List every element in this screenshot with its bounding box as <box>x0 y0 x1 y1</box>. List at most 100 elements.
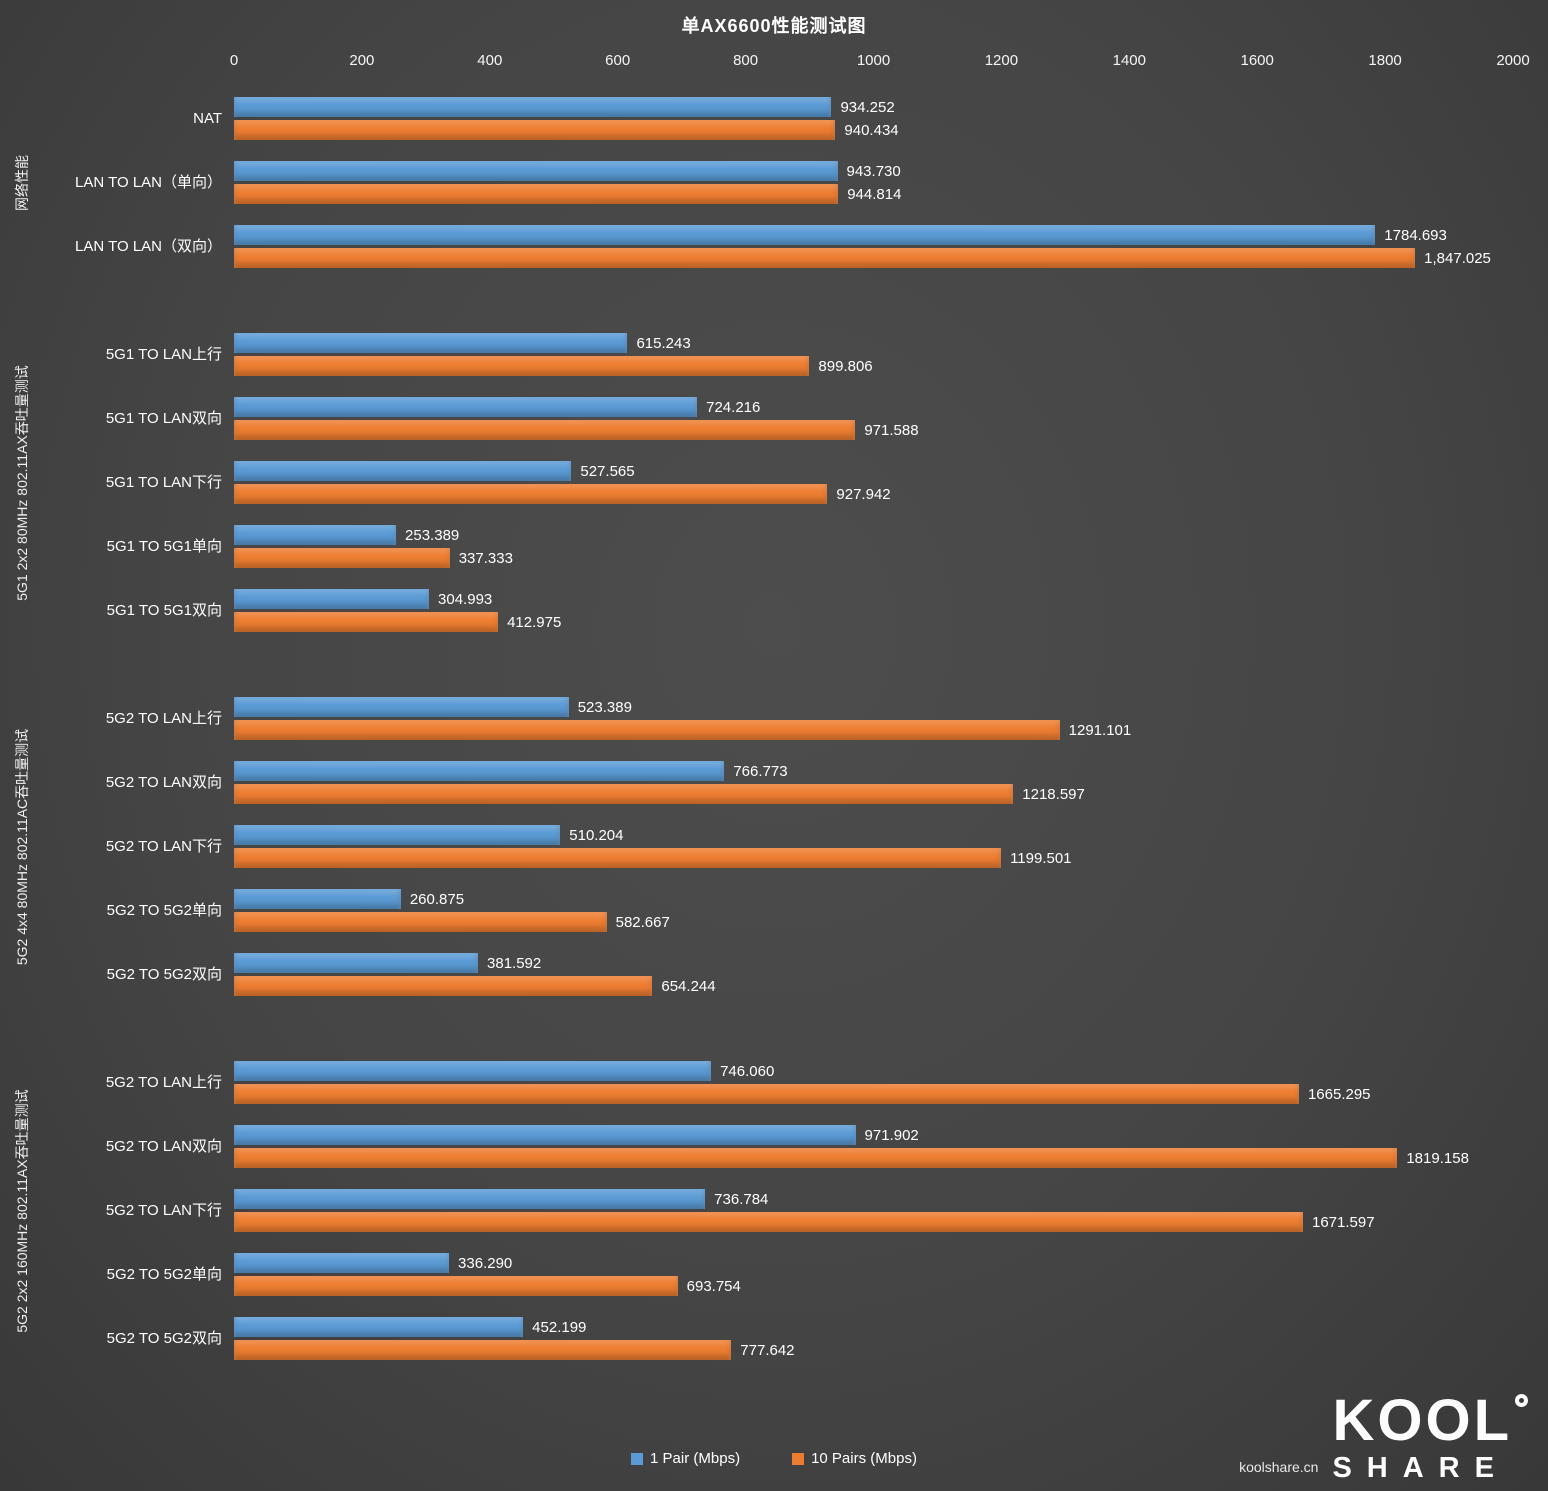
category-label: LAN TO LAN（单向） <box>75 174 222 191</box>
pairs10-bar <box>234 1084 1299 1104</box>
value-label: 899.806 <box>818 357 873 375</box>
value-label: 777.642 <box>740 1341 795 1359</box>
bar-line: 943.730 <box>234 161 1513 181</box>
bar-line: 693.754 <box>234 1276 1513 1296</box>
x-tick-label: 1000 <box>856 52 891 69</box>
bar-pair: 336.290 693.754 <box>234 1253 1513 1296</box>
category-label: 5G2 TO 5G2双向 <box>106 966 222 983</box>
value-label: 582.667 <box>615 913 670 931</box>
bar-line: 1218.597 <box>234 784 1513 804</box>
x-tick-label: 1400 <box>1112 52 1146 69</box>
pair1-bar <box>234 1061 712 1081</box>
value-label: 336.290 <box>458 1254 513 1272</box>
category-label: 5G2 TO 5G2双向 <box>106 1330 222 1347</box>
bar-pair: 381.592 654.244 <box>234 953 1513 996</box>
x-axis: 0 200 400 600 800 1000 1200 1400 1600 1800 2000 <box>230 52 1530 70</box>
bar-line: 381.592 <box>234 953 1513 973</box>
legend-item: 10 Pairs (Mbps) <box>792 1450 917 1467</box>
bar-line: 336.290 <box>234 1253 1513 1273</box>
bar-line: 1819.158 <box>234 1148 1513 1168</box>
value-label: 1291.101 <box>1068 721 1132 739</box>
value-label: 1218.597 <box>1022 785 1085 803</box>
bar-pair: 943.730 944.814 <box>234 161 1513 204</box>
bar-line: 746.060 <box>234 1061 1513 1081</box>
chart-row: 5G2 TO 5G2单向 336.290 693.754 <box>0 1253 1548 1296</box>
bar-line: 1671.597 <box>234 1212 1513 1232</box>
bar-line: 654.244 <box>234 976 1513 996</box>
value-label: 746.060 <box>720 1062 775 1080</box>
pairs10-bar <box>234 248 1416 268</box>
pairs10-bar <box>234 548 450 568</box>
value-label: 1199.501 <box>1010 849 1072 867</box>
bar-pair: 724.216 971.588 <box>234 397 1513 440</box>
value-label: 253.389 <box>405 526 460 544</box>
pair1-bar <box>234 397 698 417</box>
value-label: 260.875 <box>409 890 465 908</box>
pair1-bar <box>234 161 838 181</box>
chart-group: 网络性能 NAT 934.252 940.434 LAN TO LAN（单向） 943.7… <box>0 97 1548 268</box>
group-axis-label: 5G2 4x4 80MHz 802.11AC吞吐量测试 <box>14 728 30 965</box>
value-label: 412.975 <box>507 613 562 631</box>
site-url: koolshare.cn <box>1239 1459 1319 1475</box>
pair1-bar <box>234 953 479 973</box>
value-label: 654.244 <box>661 977 716 995</box>
bar-line: 927.942 <box>234 484 1513 504</box>
chart-row: 5G1 TO LAN双向 724.216 971.588 <box>0 397 1548 440</box>
value-label: 971.902 <box>864 1126 919 1144</box>
value-label: 940.434 <box>844 121 899 139</box>
category-label: 5G2 TO LAN双向 <box>105 1138 222 1155</box>
x-tick-label: 2000 <box>1496 52 1530 69</box>
chart-title: 单AX6600性能测试图 <box>681 16 867 36</box>
pair1-bar <box>234 1125 856 1145</box>
bar-pair: 766.773 1218.597 <box>234 761 1513 804</box>
bar-line: 971.588 <box>234 420 1513 440</box>
bar-line: 582.667 <box>234 912 1513 932</box>
pair1-bar <box>234 889 401 909</box>
bar-line: 777.642 <box>234 1340 1513 1360</box>
bar-pair: 934.252 940.434 <box>234 97 1513 140</box>
pair1-bar <box>234 825 561 845</box>
chart-row: 5G2 TO 5G2双向 381.592 654.244 <box>0 953 1548 996</box>
pair1-bar <box>234 1317 524 1337</box>
bar-line: 899.806 <box>234 356 1513 376</box>
bar-pair: 1784.693 1,847.025 <box>234 225 1513 268</box>
value-label: 510.204 <box>569 826 624 844</box>
x-tick-label: 200 <box>349 52 375 69</box>
bar-line: 934.252 <box>234 97 1513 117</box>
x-tick-label: 600 <box>605 52 631 69</box>
bar-pair: 527.565 927.942 <box>234 461 1513 504</box>
pairs10-bar <box>234 912 607 932</box>
legend-item: 1 Pair (Mbps) <box>631 1450 740 1467</box>
chart-row: LAN TO LAN（单向） 943.730 944.814 <box>0 161 1548 204</box>
chart-row: 5G2 TO LAN上行 523.389 1291.101 <box>0 697 1548 740</box>
pairs10-bar <box>234 484 828 504</box>
bar-line: 253.389 <box>234 525 1513 545</box>
bar-line: 304.993 <box>234 589 1513 609</box>
bar-line: 1784.693 <box>234 225 1513 245</box>
bar-pair: 615.243 899.806 <box>234 333 1513 376</box>
category-label: 5G1 TO 5G1双向 <box>106 602 222 619</box>
bar-pair: 253.389 337.333 <box>234 525 1513 568</box>
chart-row: 5G2 TO LAN双向 766.773 1218.597 <box>0 761 1548 804</box>
pair1-bar <box>234 525 397 545</box>
bar-pair: 260.875 582.667 <box>234 889 1513 932</box>
bar-line: 337.333 <box>234 548 1513 568</box>
bar-line: 766.773 <box>234 761 1513 781</box>
pair1-bar <box>234 97 832 117</box>
value-label: 944.814 <box>847 185 902 203</box>
category-label: 5G2 TO 5G2单向 <box>106 1266 222 1283</box>
value-label: 1819.158 <box>1406 1149 1469 1167</box>
koolshare-logo: KOOL SHARE <box>1332 1392 1528 1483</box>
value-label: 693.754 <box>686 1277 741 1295</box>
group-axis-label: 5G1 2x2 80MHz 802.11AX吞吐量测试 <box>14 364 30 601</box>
legend-label: 1 Pair (Mbps) <box>650 1450 741 1467</box>
pair1-bar <box>234 1189 706 1209</box>
bar-line: 452.199 <box>234 1317 1513 1337</box>
bar-pair: 452.199 777.642 <box>234 1317 1513 1360</box>
bar-pair: 736.784 1671.597 <box>234 1189 1513 1232</box>
chart-row: 5G2 TO LAN上行 746.060 1665.295 <box>0 1061 1548 1104</box>
value-label: 736.784 <box>714 1190 769 1208</box>
pair1-bar <box>234 225 1376 245</box>
pair1-bar <box>234 697 569 717</box>
